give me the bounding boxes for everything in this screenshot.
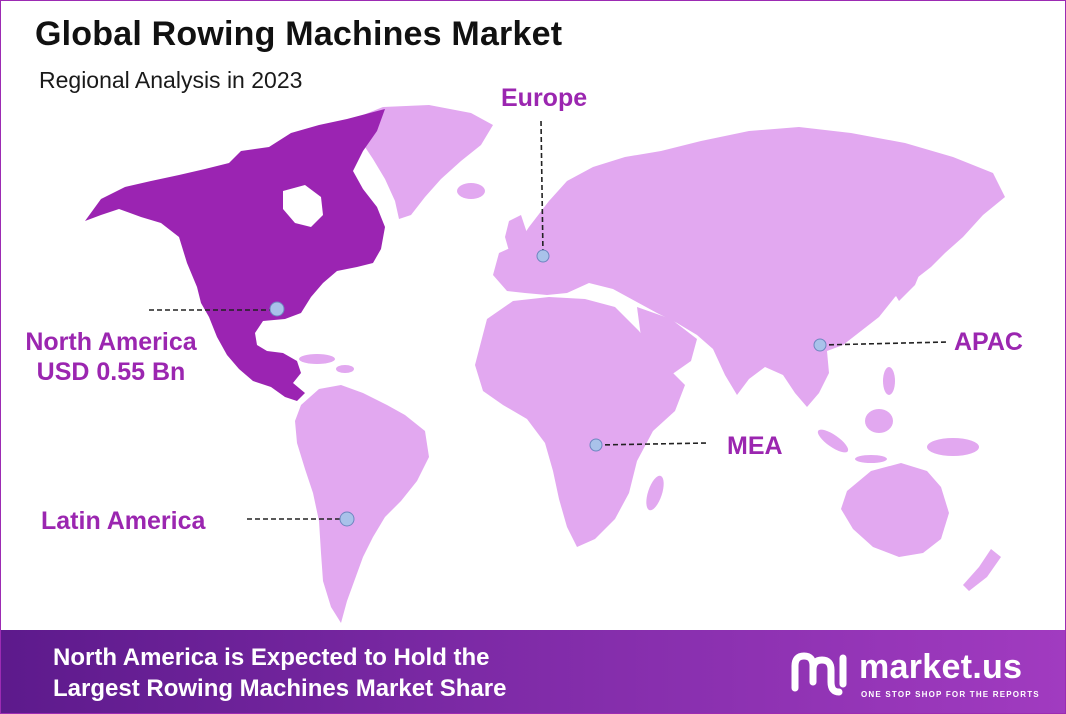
market-us-logo-icon (791, 652, 847, 696)
mea-marker (589, 438, 603, 452)
greenland-shape (353, 105, 493, 219)
south-america-shape (295, 385, 429, 623)
sumatra-shape (817, 429, 849, 453)
footer-line-1: North America is Expected to Hold the (53, 644, 490, 671)
brand-tagline: ONE STOP SHOP FOR THE REPORTS (861, 690, 1040, 699)
borneo-shape (865, 409, 893, 433)
footer-message: North America is Expected to Hold the La… (53, 642, 506, 704)
arabia-shape (637, 307, 697, 375)
north-america-label: North America USD 0.55 Bn (17, 327, 205, 387)
madagascar-shape (646, 475, 664, 511)
footer-banner: North America is Expected to Hold the La… (1, 630, 1065, 713)
eurasia-shape (493, 127, 1005, 407)
north-america-value: USD 0.55 Bn (36, 358, 186, 386)
footer-line-2: Largest Rowing Machines Market Share (53, 675, 507, 702)
europe-marker (536, 249, 550, 263)
brand-name: market.us (859, 648, 1023, 686)
page-subtitle: Regional Analysis in 2023 (39, 67, 303, 93)
mea-leader-line (596, 442, 708, 446)
latin-america-label: Latin America (41, 507, 206, 535)
europe-leader-line (540, 120, 544, 256)
apac-marker (813, 338, 827, 352)
africa-shape (475, 297, 685, 547)
new-guinea-shape (927, 438, 979, 456)
apac-leader-line (820, 341, 948, 346)
north-america-name: North America (25, 328, 197, 356)
europe-label: Europe (501, 84, 588, 112)
cuba-shape (299, 354, 335, 364)
north-america-shape (85, 109, 385, 401)
north-america-marker (269, 301, 285, 317)
java-shape (855, 455, 887, 463)
australia-shape (841, 463, 949, 557)
new-zealand-shape (963, 549, 1001, 591)
hispaniola-shape (336, 365, 354, 373)
apac-label: APAC (954, 328, 1023, 356)
world-map (85, 105, 1005, 623)
hudson-bay-shape (283, 185, 323, 227)
latin-america-marker (339, 511, 355, 527)
page-title: Global Rowing Machines Market (35, 15, 563, 53)
philippines-shape (883, 367, 895, 395)
iceland-shape (457, 183, 485, 199)
brand-logo: market.us ONE STOP SHOP FOR THE REPORTS (789, 648, 1039, 704)
japan-shape (893, 249, 925, 301)
mea-label: MEA (727, 432, 783, 460)
